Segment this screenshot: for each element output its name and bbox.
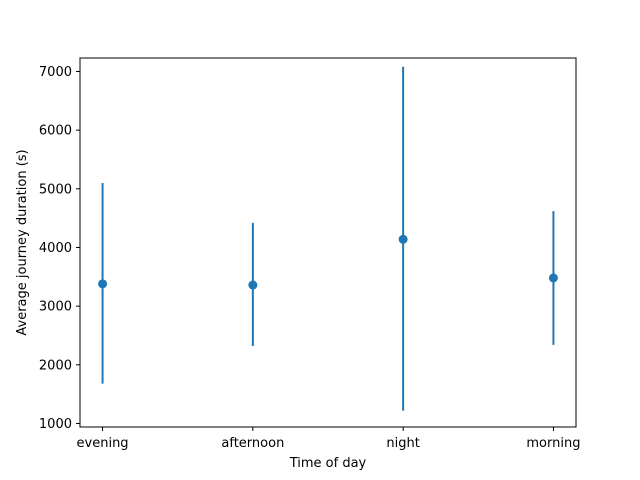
- y-tick-label: 7000: [39, 65, 72, 80]
- data-point: [398, 234, 408, 244]
- x-tick-label: evening: [77, 436, 129, 451]
- y-tick-label: 2000: [39, 358, 72, 373]
- x-tick-label: night: [386, 436, 419, 451]
- data-point: [548, 273, 558, 283]
- x-axis-label: Time of day: [289, 456, 367, 471]
- y-tick-label: 3000: [39, 300, 72, 315]
- x-tick-label: afternoon: [221, 436, 284, 451]
- data-point: [98, 279, 108, 289]
- data-point: [248, 280, 258, 290]
- x-axis: evening afternoon night morning: [77, 427, 580, 451]
- y-axis: 1000 2000 3000 4000 5000 6000 7000: [39, 65, 80, 432]
- y-axis-label: Average journey duration (s): [15, 149, 30, 335]
- y-tick-label: 1000: [39, 417, 72, 432]
- y-tick-label: 4000: [39, 241, 72, 256]
- data-marks: [98, 66, 558, 411]
- plot-frame: [79, 57, 577, 428]
- x-tick-label: morning: [526, 436, 580, 451]
- y-tick-label: 5000: [39, 182, 72, 197]
- y-tick-label: 6000: [39, 124, 72, 139]
